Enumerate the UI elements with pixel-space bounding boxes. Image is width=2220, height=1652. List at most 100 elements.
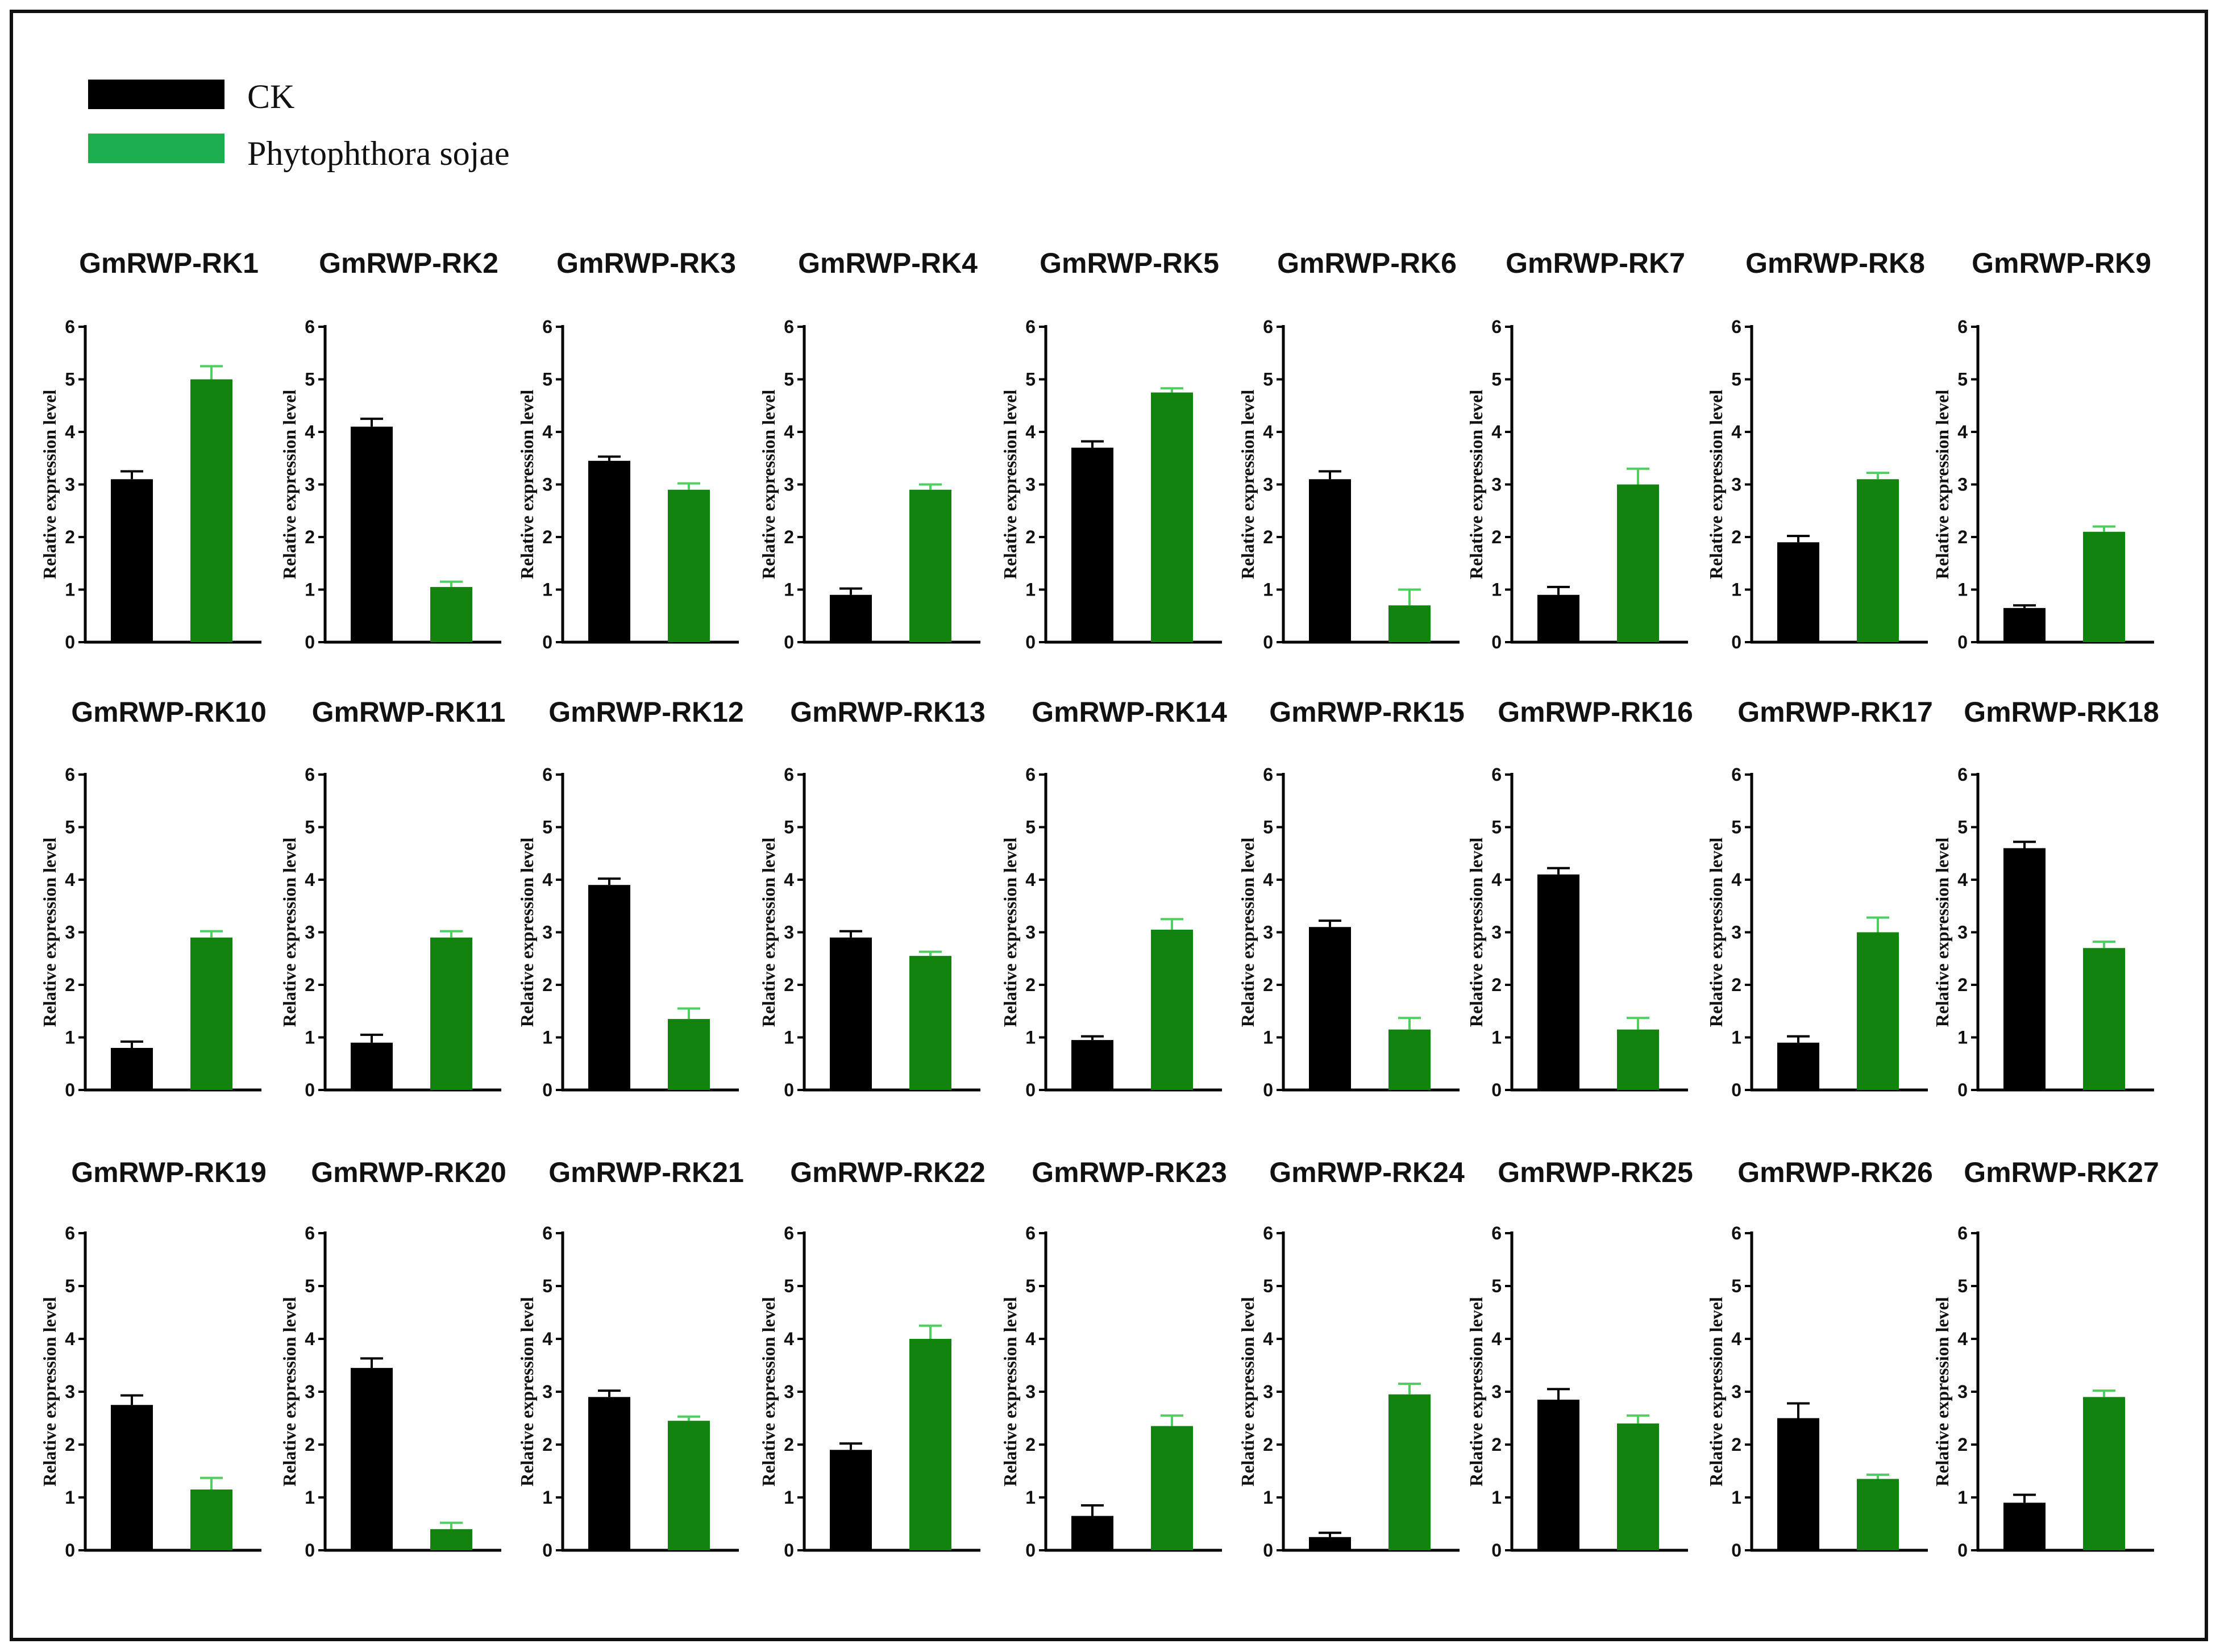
y-tick-label: 6 <box>305 764 315 785</box>
panel-title: GmRWP-RK7 <box>1506 247 1685 279</box>
y-axis-label: Relative expression level <box>1000 838 1020 1027</box>
y-tick-label: 5 <box>1491 1276 1502 1296</box>
error-bar <box>677 482 700 490</box>
y-axis-label: Relative expression level <box>1932 390 1952 580</box>
error-bar <box>1081 440 1104 448</box>
y-tick-label: 4 <box>784 1329 794 1349</box>
y-axis-label: Relative expression level <box>279 390 300 580</box>
bar-phytophthora <box>430 1529 472 1550</box>
y-tick-label: 1 <box>1491 1027 1502 1048</box>
panel-title: GmRWP-RK27 <box>1964 1156 2159 1188</box>
panel-title: GmRWP-RK8 <box>1745 247 1925 279</box>
bar-ck <box>111 1048 153 1090</box>
panel-27: GmRWP-RK27 0 1 2 3 4 5 6 Relative expression lev… <box>1932 1156 2159 1561</box>
y-tick-label: 2 <box>305 1434 315 1455</box>
panel-23: GmRWP-RK23 0 1 2 3 4 5 6 Relative expression lev… <box>1000 1156 1227 1561</box>
panel-26: GmRWP-RK26 0 1 2 3 4 5 6 Relative expression lev… <box>1706 1156 1933 1561</box>
panel-title: GmRWP-RK12 <box>548 696 744 728</box>
bar-ck <box>351 1368 393 1550</box>
y-tick-label: 6 <box>542 1223 552 1243</box>
y-tick-label: 1 <box>1263 1027 1273 1048</box>
y-tick-label: 0 <box>1025 1080 1036 1100</box>
y-tick-label: 5 <box>1957 817 1968 838</box>
figure-frame <box>10 10 2208 1641</box>
y-tick-label: 3 <box>542 1381 552 1402</box>
panel-title: GmRWP-RK17 <box>1737 696 1933 728</box>
bar-phytophthora <box>1617 484 1659 642</box>
y-tick-label: 5 <box>1491 369 1502 390</box>
y-tick-label: 3 <box>1491 1381 1502 1402</box>
y-tick-label: 4 <box>1957 422 1968 442</box>
bar-ck <box>830 937 872 1090</box>
y-tick-label: 5 <box>1263 369 1273 390</box>
y-tick-label: 2 <box>542 527 552 547</box>
bar-ck <box>830 594 872 642</box>
error-bar <box>598 455 621 461</box>
error-bar <box>1081 1504 1104 1516</box>
panel-14: GmRWP-RK14 0 1 2 3 4 5 6 Relative expression lev… <box>1000 696 1227 1100</box>
y-tick-label: 0 <box>1263 1540 1273 1561</box>
error-bar <box>200 1476 223 1490</box>
y-tick-label: 6 <box>1025 317 1036 337</box>
y-tick-label: 4 <box>1491 1329 1502 1349</box>
y-tick-label: 5 <box>1957 369 1968 390</box>
y-tick-label: 5 <box>65 1276 75 1296</box>
error-bar <box>360 1033 383 1043</box>
error-bar <box>440 580 463 587</box>
error-bar <box>598 877 621 885</box>
error-bar <box>1547 867 1570 875</box>
y-tick-label: 6 <box>305 1223 315 1243</box>
panel-13: GmRWP-RK13 0 1 2 3 4 5 6 Relative expression lev… <box>758 696 986 1100</box>
y-axis-label: Relative expression level <box>1000 1297 1020 1487</box>
y-tick-label: 0 <box>1025 632 1036 652</box>
y-tick-label: 1 <box>65 1487 75 1508</box>
y-tick-label: 4 <box>542 1329 552 1349</box>
y-tick-label: 6 <box>65 317 75 337</box>
y-tick-label: 2 <box>784 975 794 995</box>
y-axis-label: Relative expression level <box>1706 1297 1726 1487</box>
y-tick-label: 5 <box>1025 817 1036 838</box>
bar-phytophthora <box>1151 392 1193 642</box>
legend-swatch-ck <box>88 80 225 109</box>
panel-22: GmRWP-RK22 0 1 2 3 4 5 6 Relative expression lev… <box>758 1156 986 1561</box>
y-tick-label: 3 <box>1263 475 1273 495</box>
y-tick-label: 3 <box>1957 475 1968 495</box>
y-tick-label: 5 <box>305 817 315 838</box>
y-tick-label: 6 <box>542 317 552 337</box>
y-tick-label: 0 <box>1957 632 1968 652</box>
error-bar <box>120 470 143 480</box>
y-tick-label: 1 <box>1263 580 1273 600</box>
error-bar <box>839 930 862 938</box>
y-tick-label: 3 <box>1263 922 1273 943</box>
bar-ck <box>111 1405 153 1550</box>
y-tick-label: 0 <box>1491 1540 1502 1561</box>
y-tick-label: 2 <box>65 527 75 547</box>
error-bar <box>1161 918 1183 930</box>
panel-title: GmRWP-RK25 <box>1498 1156 1693 1188</box>
error-bar <box>1787 1035 1810 1043</box>
y-axis-label: Relative expression level <box>39 1297 60 1487</box>
y-axis-label: Relative expression level <box>1932 838 1952 1027</box>
y-tick-label: 2 <box>1025 527 1036 547</box>
y-tick-label: 5 <box>305 369 315 390</box>
y-tick-label: 0 <box>1731 1540 1741 1561</box>
y-tick-label: 2 <box>1731 975 1741 995</box>
y-tick-label: 4 <box>305 422 315 442</box>
error-bar <box>360 1357 383 1368</box>
bar-ck <box>1309 479 1351 642</box>
y-tick-label: 0 <box>1263 1080 1273 1100</box>
panel-16: GmRWP-RK16 0 1 2 3 4 5 6 Relative expression lev… <box>1466 696 1693 1100</box>
y-tick-label: 4 <box>305 1329 315 1349</box>
panel-title: GmRWP-RK3 <box>556 247 736 279</box>
y-tick-label: 5 <box>65 817 75 838</box>
y-axis-label: Relative expression level <box>1000 390 1020 580</box>
y-tick-label: 2 <box>542 975 552 995</box>
panel-4: GmRWP-RK4 0 1 2 3 4 5 6 Relative expression leve… <box>758 247 980 652</box>
y-tick-label: 1 <box>305 1487 315 1508</box>
panel-5: GmRWP-RK5 0 1 2 3 4 5 6 Relative expression leve… <box>1000 247 1222 652</box>
error-bar <box>677 1415 700 1421</box>
panel-20: GmRWP-RK20 0 1 2 3 4 5 6 Relative expression lev… <box>279 1156 506 1561</box>
bar-ck <box>1071 1516 1113 1550</box>
panel-title: GmRWP-RK14 <box>1032 696 1227 728</box>
